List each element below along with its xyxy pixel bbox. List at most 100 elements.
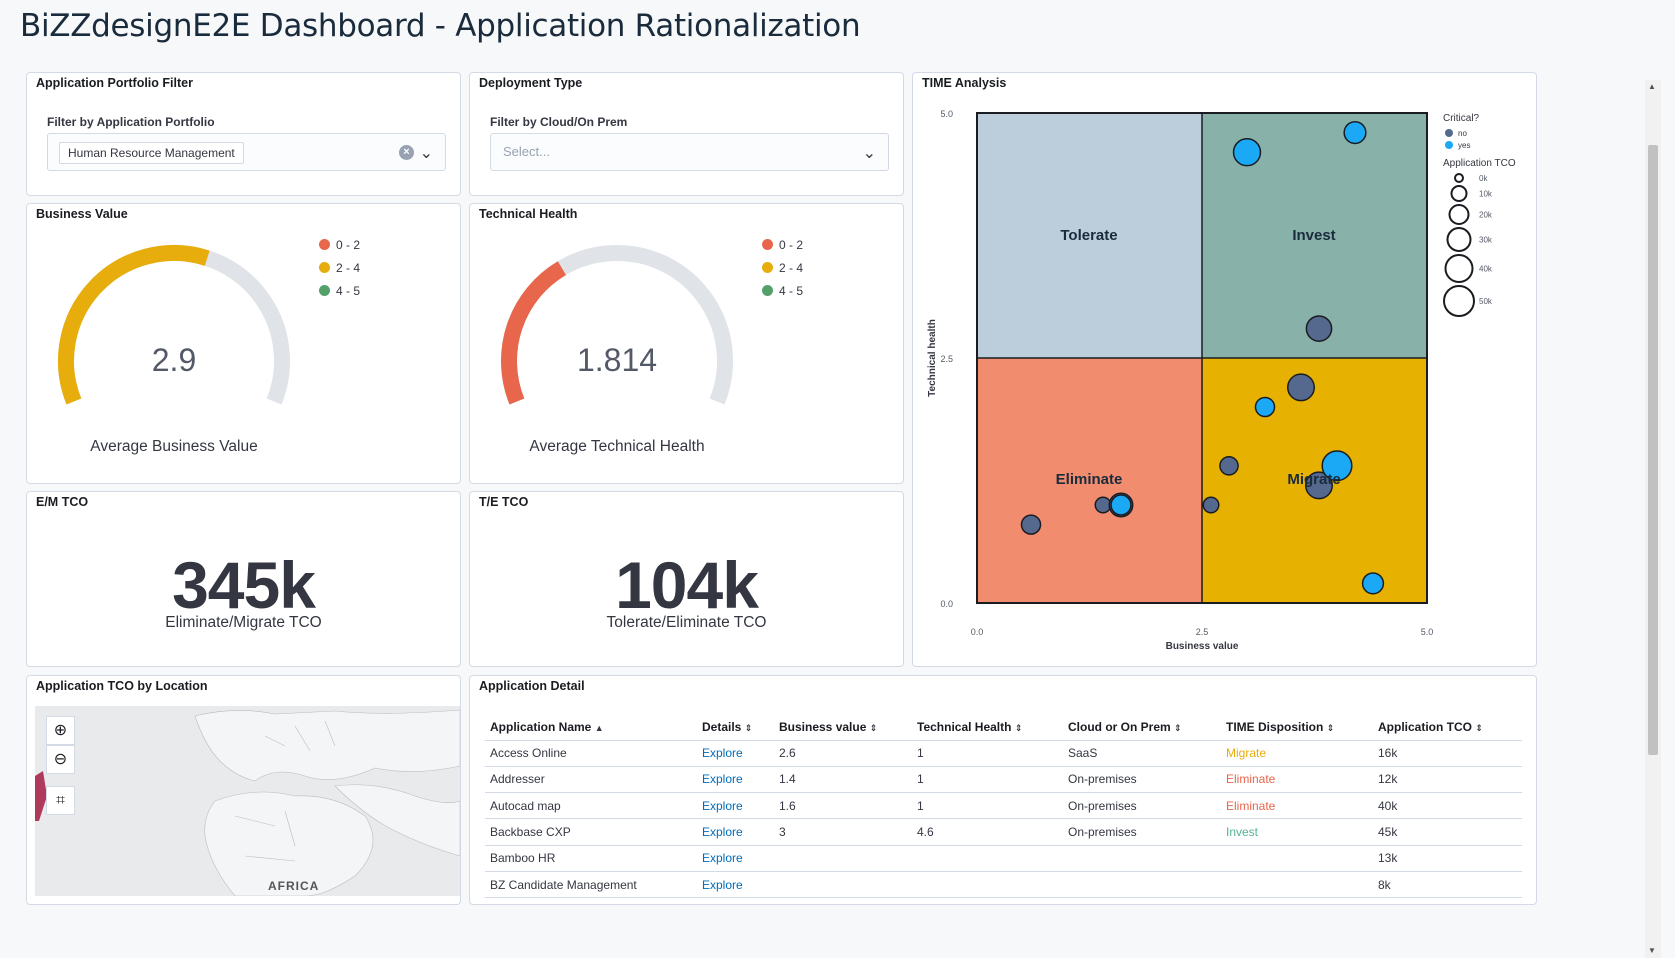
- tco-cell: 13k: [1373, 845, 1522, 872]
- tco-legend-circle: [1443, 285, 1475, 317]
- scatter-point-yes[interactable]: [1343, 121, 1367, 145]
- quadrant-label: Eliminate: [1056, 471, 1123, 488]
- scatter-point-yes[interactable]: [1361, 572, 1385, 595]
- panel-title: TIME Analysis: [922, 76, 1007, 90]
- legend-label: yes: [1458, 141, 1470, 150]
- scatter-point-no[interactable]: [1304, 471, 1334, 500]
- scatter-point-yes[interactable]: [1110, 494, 1132, 516]
- business-value-cell: 1.4: [774, 766, 912, 794]
- land-africa: [204, 791, 374, 896]
- business-value-cell: [774, 871, 912, 899]
- time-analysis-chart: Tolerate Invest Eliminate Migrate 5.0 2.…: [927, 109, 1516, 652]
- table-row: Bamboo HR Explore 13k: [485, 845, 1522, 872]
- column-header[interactable]: Technical Health ⇕: [912, 714, 1063, 741]
- time-disposition-cell: Migrate: [1221, 740, 1373, 767]
- explore-link[interactable]: Explore: [697, 845, 774, 872]
- explore-link[interactable]: Explore: [697, 766, 774, 794]
- app-name-cell: Bamboo HR: [485, 845, 697, 872]
- scatter-point-no[interactable]: [1020, 514, 1042, 535]
- column-header[interactable]: Application Name ▲: [485, 714, 697, 741]
- legend-item: 4 - 5: [319, 284, 360, 298]
- business-value-cell: 1.6: [774, 792, 912, 820]
- chevron-down-icon[interactable]: ⌄: [419, 145, 433, 162]
- legend-item: 4 - 5: [762, 284, 803, 298]
- panel-title: Business Value: [36, 207, 128, 221]
- column-header[interactable]: TIME Disposition ⇕: [1221, 714, 1373, 741]
- te-tco-panel: T/E TCO 104k Tolerate/Eliminate TCO: [469, 491, 904, 667]
- time-disposition-cell: Invest: [1221, 818, 1373, 846]
- legend-swatch-no: [1445, 129, 1453, 137]
- app-name-cell: Autocad map: [485, 792, 697, 820]
- map-region-highlight: [35, 771, 47, 821]
- deployment-filter-panel: Deployment Type Filter by Cloud/On Prem …: [469, 72, 904, 196]
- column-header[interactable]: Application TCO ⇕: [1373, 714, 1522, 741]
- scatter-point-no[interactable]: [1202, 496, 1220, 514]
- scatter-point-yes[interactable]: [1232, 137, 1262, 167]
- quadrant-label: Migrate: [1287, 471, 1340, 488]
- table-header-row: Application Name ▲ Details ⇕ Business va…: [485, 714, 1522, 741]
- column-header[interactable]: Cloud or On Prem ⇕: [1063, 714, 1221, 741]
- filter-label: Filter by Cloud/On Prem: [490, 115, 628, 129]
- map-panel: Application TCO by Location ⊕ ⊖ ⌗ AFRICA: [26, 675, 461, 905]
- scatter-point-no[interactable]: [1219, 455, 1239, 476]
- technical-health-cell: 1: [912, 740, 1063, 767]
- portfolio-select[interactable]: Human Resource Management × ⌄: [47, 133, 446, 171]
- table-row: BZ Candidate Management Explore 8k: [485, 871, 1522, 899]
- app-name-cell: Backbase CXP: [485, 818, 697, 846]
- time-disposition-cell: Eliminate: [1221, 766, 1373, 794]
- panel-title: E/M TCO: [36, 495, 89, 509]
- business-value-cell: 3: [774, 818, 912, 846]
- clear-icon[interactable]: ×: [399, 145, 414, 160]
- gauge-fill: [501, 261, 567, 405]
- time-disposition-cell: [1221, 845, 1373, 872]
- scroll-up-icon[interactable]: ▲: [1648, 82, 1656, 91]
- scatter-point-yes[interactable]: [1254, 396, 1276, 418]
- x-tick-label: 5.0: [1421, 627, 1434, 637]
- panel-title: Application Detail: [479, 679, 585, 693]
- deployment-select[interactable]: Select... ⌄: [490, 133, 889, 171]
- select-placeholder: Select...: [503, 144, 550, 159]
- quadrant-label: Tolerate: [1060, 227, 1117, 244]
- legend-title: Application TCO: [1443, 158, 1516, 169]
- explore-link[interactable]: Explore: [697, 740, 774, 767]
- column-header[interactable]: Details ⇕: [697, 714, 774, 741]
- tco-cell: 45k: [1373, 818, 1522, 846]
- application-detail-panel: Application Detail Application Name ▲ De…: [469, 675, 1537, 905]
- legend-item: 0 - 2: [319, 238, 360, 252]
- zoom-in-icon[interactable]: ⊕: [46, 716, 75, 745]
- deployment-cell: [1063, 845, 1221, 872]
- panel-title: Technical Health: [479, 207, 578, 221]
- table-row: Backbase CXP Explore 3 4.6 On-premises Invest…: [485, 818, 1522, 846]
- explore-link[interactable]: Explore: [697, 818, 774, 846]
- x-axis-label: Business value: [1166, 641, 1239, 652]
- scatter-point-no[interactable]: [1094, 496, 1112, 514]
- scroll-thumb[interactable]: [1648, 145, 1658, 755]
- legend-item: 0 - 2: [762, 238, 803, 252]
- column-header[interactable]: Business value ⇕: [774, 714, 912, 741]
- quadrant-label: Invest: [1292, 227, 1335, 244]
- deployment-cell: [1063, 871, 1221, 899]
- scroll-down-icon[interactable]: ▼: [1648, 946, 1656, 955]
- explore-link[interactable]: Explore: [697, 871, 774, 899]
- deployment-cell: On-premises: [1063, 792, 1221, 820]
- crop-icon[interactable]: ⌗: [46, 786, 75, 815]
- table-row: Addresser Explore 1.4 1 On-premises Eliminate…: [485, 766, 1522, 794]
- tco-legend-circle: [1454, 173, 1464, 183]
- scatter-point-yes[interactable]: [1321, 450, 1353, 482]
- chevron-down-icon[interactable]: ⌄: [862, 145, 876, 162]
- legend-title: Critical?: [1443, 113, 1480, 124]
- scatter-point-no[interactable]: [1305, 315, 1333, 342]
- gauge-value: 1.814: [576, 342, 658, 378]
- tco-legend-label: 20k: [1479, 211, 1493, 220]
- app-name-cell: Addresser: [485, 766, 697, 794]
- selected-chip: Human Resource Management: [59, 142, 244, 164]
- zoom-out-icon[interactable]: ⊖: [46, 745, 75, 774]
- filter-label: Filter by Application Portfolio: [47, 115, 215, 129]
- scatter-point-no[interactable]: [1286, 373, 1316, 402]
- time-disposition-cell: [1221, 871, 1373, 899]
- explore-link[interactable]: Explore: [697, 792, 774, 820]
- map-canvas[interactable]: ⊕ ⊖ ⌗ AFRICA: [35, 706, 460, 896]
- panel-title: Application TCO by Location: [36, 679, 208, 693]
- tco-cell: 8k: [1373, 871, 1522, 899]
- page-scrollbar[interactable]: ▲ ▼: [1645, 80, 1661, 958]
